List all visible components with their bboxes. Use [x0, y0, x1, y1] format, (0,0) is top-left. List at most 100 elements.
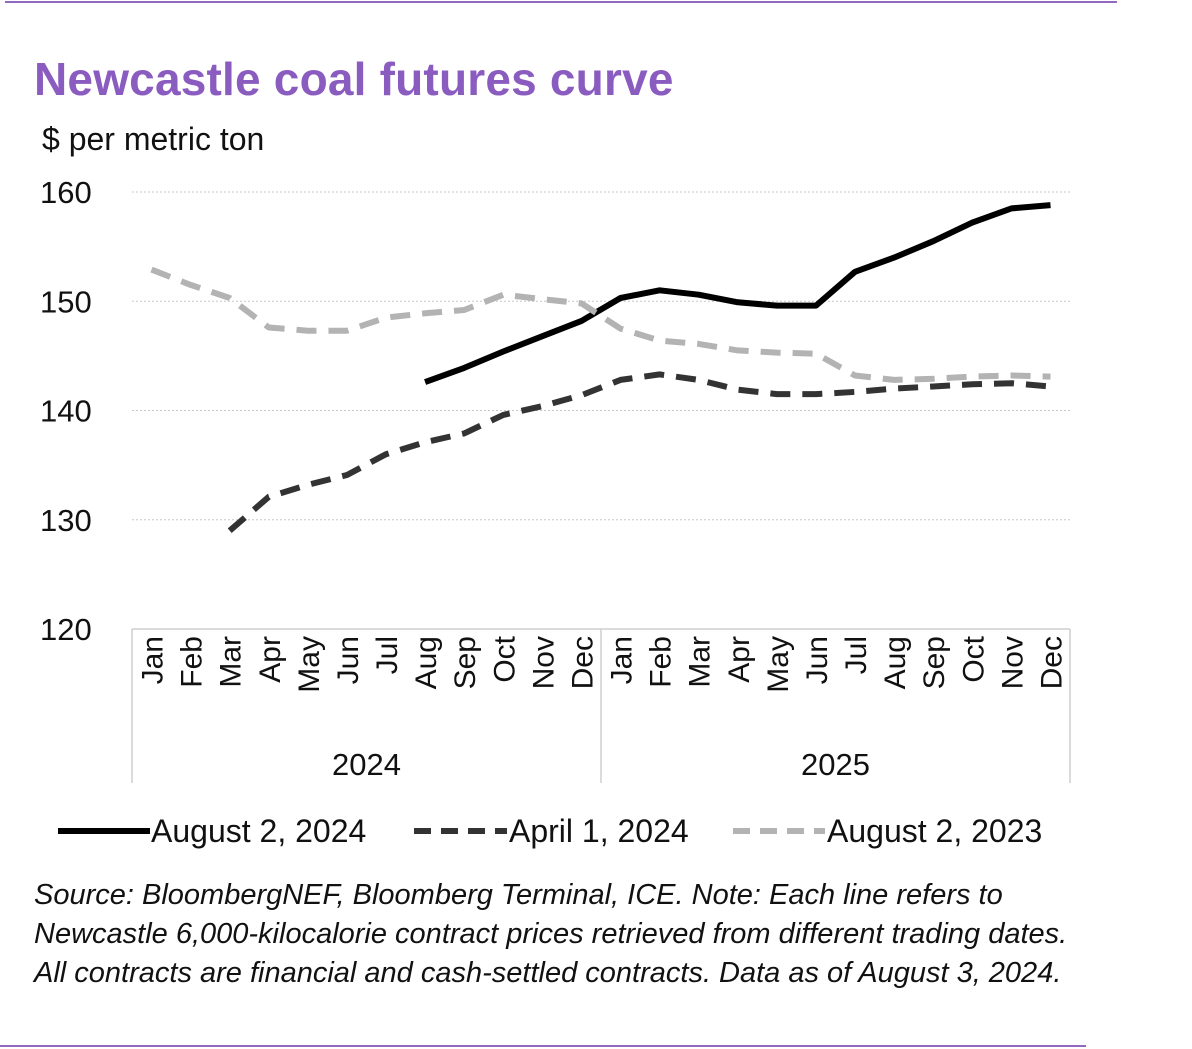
- x-group-label: 2025: [801, 747, 870, 782]
- data-point: [813, 351, 819, 357]
- x-tick-label: Jun: [332, 636, 365, 684]
- data-point: [696, 341, 702, 347]
- data-point: [891, 255, 897, 261]
- x-tick-label: Mar: [215, 636, 248, 688]
- gridlines: 120 130 140 150 160: [40, 175, 1070, 647]
- x-tick-label: Jul: [371, 636, 404, 674]
- bottom-rule: [0, 1045, 1086, 1047]
- data-point: [383, 451, 389, 457]
- data-point: [461, 365, 467, 371]
- y-tick-label: 160: [40, 175, 92, 210]
- legend-label: April 1, 2024: [509, 813, 689, 849]
- legend-label: August 2, 2024: [151, 813, 366, 849]
- x-tick-label: Nov: [996, 636, 1029, 689]
- data-point: [735, 299, 741, 305]
- data-point: [774, 391, 780, 397]
- x-tick-label: Mar: [684, 636, 717, 688]
- data-point: [500, 292, 506, 298]
- data-point: [461, 307, 467, 313]
- x-tick-label: Apr: [723, 636, 756, 683]
- data-point: [696, 292, 702, 298]
- series-line: [227, 371, 1051, 533]
- y-axis-unit-label: $ per metric ton: [42, 121, 265, 157]
- series-line: [424, 202, 1051, 385]
- x-tick-label: Aug: [410, 636, 443, 689]
- data-point: [813, 303, 819, 309]
- data-point: [149, 267, 155, 273]
- series-line: [150, 266, 1051, 383]
- data-point: [891, 386, 897, 392]
- x-tick-label: Dec: [1035, 636, 1068, 689]
- data-point: [305, 328, 311, 334]
- legend-item: August 2, 2024: [58, 813, 366, 849]
- data-point: [735, 387, 741, 393]
- top-rule: [5, 1, 1117, 3]
- data-point: [422, 379, 428, 385]
- x-tick-label: Oct: [488, 635, 521, 682]
- series-lines: [149, 202, 1053, 534]
- series-1: [422, 202, 1053, 385]
- legend: August 2, 2024 April 1, 2024 August 2, 202…: [58, 813, 1042, 849]
- legend-label: August 2, 2023: [827, 813, 1042, 849]
- data-point: [188, 282, 194, 288]
- data-point: [500, 349, 506, 355]
- x-tick-label: Feb: [176, 636, 209, 688]
- series-3: [149, 266, 1053, 383]
- data-point: [539, 333, 545, 339]
- data-point: [227, 528, 233, 534]
- data-point: [539, 296, 545, 302]
- data-point: [852, 389, 858, 395]
- data-point: [305, 482, 311, 488]
- x-tick-label: Jan: [606, 636, 639, 684]
- data-point: [774, 350, 780, 356]
- data-point: [657, 338, 663, 344]
- data-point: [1008, 380, 1014, 386]
- data-point: [657, 287, 663, 293]
- data-point: [1047, 383, 1053, 389]
- data-point: [852, 373, 858, 379]
- y-tick-label: 130: [40, 503, 92, 538]
- x-tick-label: Apr: [254, 636, 287, 683]
- data-point: [1008, 373, 1014, 379]
- y-tick-label: 150: [40, 284, 92, 319]
- y-tick-label: 140: [40, 394, 92, 429]
- data-point: [422, 310, 428, 316]
- data-point: [578, 318, 584, 324]
- series-2: [227, 371, 1053, 534]
- chart-title: Newcastle coal futures curve: [34, 53, 674, 105]
- data-point: [969, 381, 975, 387]
- data-point: [344, 328, 350, 334]
- data-point: [696, 377, 702, 383]
- legend-item: August 2, 2023: [733, 813, 1042, 849]
- x-group-label: 2024: [332, 747, 401, 782]
- data-point: [578, 300, 584, 306]
- x-tick-label: Jan: [137, 636, 170, 684]
- category-axis: Jan Feb Mar Apr May Jun Jul Aug Sep Oct Nov Dec Jan F…: [131, 628, 1071, 783]
- data-point: [500, 412, 506, 418]
- data-point: [930, 383, 936, 389]
- x-tick-label: Sep: [918, 636, 951, 689]
- data-point: [461, 430, 467, 436]
- x-tick-label: May: [293, 636, 326, 693]
- data-point: [813, 391, 819, 397]
- data-point: [1047, 374, 1053, 380]
- x-tick-label: Nov: [527, 636, 560, 689]
- data-point: [930, 376, 936, 382]
- data-point: [852, 269, 858, 275]
- x-tick-label: Aug: [879, 636, 912, 689]
- data-point: [618, 377, 624, 383]
- x-tick-label: Feb: [645, 636, 678, 688]
- data-point: [618, 326, 624, 332]
- data-point: [969, 220, 975, 226]
- y-tick-label: 120: [40, 612, 92, 647]
- x-tick-label: Oct: [957, 635, 990, 682]
- data-point: [539, 403, 545, 409]
- data-point: [735, 347, 741, 353]
- data-point: [969, 374, 975, 380]
- x-tick-label: Jul: [840, 636, 873, 674]
- data-point: [344, 472, 350, 478]
- data-point: [266, 324, 272, 330]
- data-point: [422, 439, 428, 445]
- data-point: [1047, 202, 1053, 208]
